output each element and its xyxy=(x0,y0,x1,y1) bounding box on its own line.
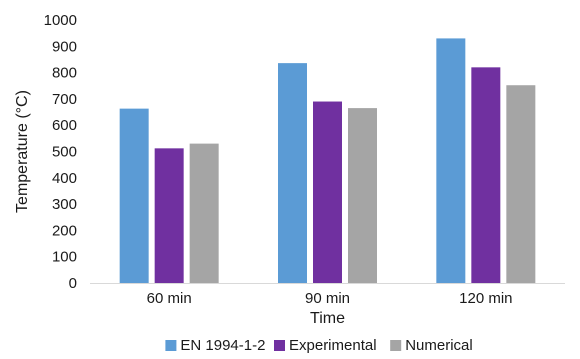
bar-en-1994-1-2-120-min xyxy=(436,38,466,283)
x-axis-title: Time xyxy=(310,310,345,327)
legend-item: Numerical xyxy=(390,337,473,354)
bar-experimental-120-min xyxy=(471,67,501,283)
y-tick-label: 1000 xyxy=(44,12,77,29)
bar-en-1994-1-2-90-min xyxy=(278,63,307,283)
bar-experimental-90-min xyxy=(313,101,342,283)
y-tick-label: 500 xyxy=(52,144,77,161)
y-tick-label: 200 xyxy=(52,222,77,239)
legend-label: Numerical xyxy=(405,337,473,354)
y-tick-label: 0 xyxy=(69,275,77,292)
x-tick-label: 90 min xyxy=(305,290,350,307)
y-tick-label: 700 xyxy=(52,91,77,108)
bar-numerical-90-min xyxy=(348,108,377,283)
y-axis-tick-labels: 0 100 200 300 400 500 600 700 800 900 1000 xyxy=(44,12,77,292)
y-tick-label: 900 xyxy=(52,38,77,55)
y-tick-label: 300 xyxy=(52,196,77,213)
bars-group xyxy=(119,38,536,283)
y-axis-title: Temperature (°C) xyxy=(14,90,31,213)
legend-item: Experimental xyxy=(274,337,377,354)
y-tick-label: 100 xyxy=(52,249,77,266)
legend-item: EN 1994-1-2 xyxy=(165,337,265,354)
legend-label: EN 1994-1-2 xyxy=(180,337,265,354)
bar-en-1994-1-2-60-min xyxy=(119,108,149,283)
legend-label: Experimental xyxy=(289,337,377,354)
x-tick-label: 120 min xyxy=(459,290,512,307)
bar-numerical-60-min xyxy=(189,143,219,283)
bar-experimental-60-min xyxy=(154,148,184,283)
bar-numerical-120-min xyxy=(506,85,536,283)
x-tick-label: 60 min xyxy=(147,290,192,307)
legend-swatch xyxy=(165,340,177,351)
y-tick-label: 600 xyxy=(52,117,77,134)
x-axis-tick-labels: 60 min 90 min 120 min xyxy=(147,290,513,307)
y-tick-label: 400 xyxy=(52,170,77,187)
y-tick-label: 800 xyxy=(52,65,77,82)
legend-swatch xyxy=(390,340,402,351)
legend: EN 1994-1-2 Experimental Numerical xyxy=(165,337,473,354)
legend-swatch xyxy=(274,340,285,351)
